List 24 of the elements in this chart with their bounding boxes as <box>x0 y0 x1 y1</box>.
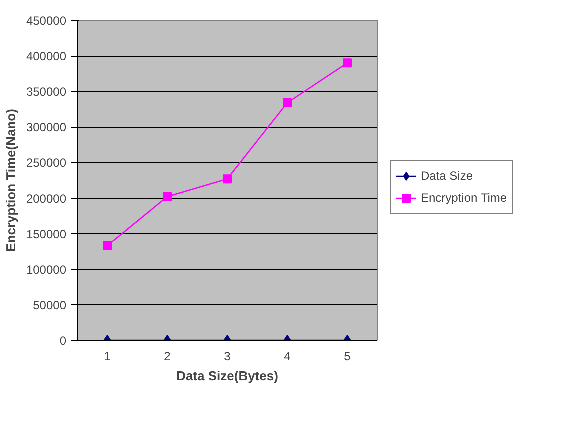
x-tick-label: 1 <box>104 350 112 364</box>
y-tick-label: 150000 <box>26 227 67 242</box>
legend-label: Encryption Time <box>421 191 508 205</box>
point <box>343 58 352 68</box>
point <box>163 192 172 202</box>
y-tick-label: 0 <box>60 334 67 348</box>
point <box>103 241 112 250</box>
point <box>283 98 292 108</box>
point <box>223 174 232 184</box>
x-tick-label: 4 <box>284 350 292 364</box>
x-tick-label: 2 <box>164 350 172 364</box>
x-axis-title: Data Size(Bytes) <box>176 368 278 384</box>
y-tick-label: 450000 <box>26 14 67 28</box>
x-tick-label: 5 <box>344 350 352 364</box>
y-tick-label: 400000 <box>26 50 67 64</box>
y-tick-label: 250000 <box>26 156 67 170</box>
y-tick-label: 200000 <box>26 192 67 206</box>
y-axis-title: Encryption Time(Nano) <box>3 109 18 252</box>
y-tick-label: 300000 <box>26 120 67 135</box>
legend-label: Data Size <box>421 169 474 183</box>
y-tick-label: 350000 <box>26 85 67 100</box>
y-tick-label: 50000 <box>33 298 67 312</box>
x-tick-label: 3 <box>224 350 232 364</box>
y-tick-label: 100000 <box>26 262 67 277</box>
